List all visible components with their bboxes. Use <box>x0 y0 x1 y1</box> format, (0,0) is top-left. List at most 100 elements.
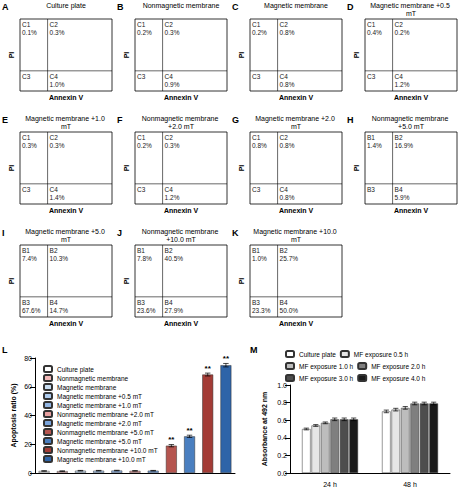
svg-text:0.0: 0.0 <box>277 470 287 477</box>
svg-text:5.9%: 5.9% <box>395 194 410 201</box>
svg-text:B3: B3 <box>252 299 260 306</box>
svg-text:Annexin V: Annexin V <box>49 207 84 214</box>
svg-text:0.2%: 0.2% <box>252 29 267 36</box>
svg-text:MF exposure 3.0 h: MF exposure 3.0 h <box>299 375 354 383</box>
svg-text:Magnetic membrane: Magnetic membrane <box>57 384 117 392</box>
svg-text:0.6: 0.6 <box>277 417 287 424</box>
svg-text:1.2%: 1.2% <box>395 81 410 88</box>
svg-text:B4: B4 <box>395 186 403 193</box>
svg-text:F: F <box>117 115 123 125</box>
svg-text:B1: B1 <box>137 247 145 254</box>
svg-text:mT: mT <box>291 123 302 130</box>
svg-text:0.1%: 0.1% <box>22 29 37 36</box>
svg-text:PI: PI <box>238 278 245 285</box>
svg-text:C3: C3 <box>22 186 31 193</box>
svg-text:Nonmagnetic membrane +5.0 mT: Nonmagnetic membrane +5.0 mT <box>57 429 154 437</box>
svg-text:B3: B3 <box>137 299 145 306</box>
svg-text:B1: B1 <box>367 134 375 141</box>
svg-text:PI: PI <box>353 165 360 172</box>
svg-text:Annexin V: Annexin V <box>279 207 314 214</box>
svg-text:**: ** <box>205 364 212 373</box>
svg-text:0.2%: 0.2% <box>137 29 152 36</box>
svg-text:Annexin V: Annexin V <box>164 207 199 214</box>
svg-text:Magnetic membrane +1.0: Magnetic membrane +1.0 <box>25 115 107 123</box>
svg-text:Magnetic membrane +0.5: Magnetic membrane +0.5 <box>370 2 452 10</box>
svg-text:0.8%: 0.8% <box>280 194 295 201</box>
svg-text:Annexin V: Annexin V <box>164 320 199 327</box>
svg-text:0.8%: 0.8% <box>252 142 267 149</box>
svg-text:1.4%: 1.4% <box>367 142 382 149</box>
svg-text:20: 20 <box>24 441 32 448</box>
svg-text:Annexin V: Annexin V <box>49 320 84 327</box>
svg-text:0.3%: 0.3% <box>165 142 180 149</box>
svg-text:I: I <box>2 228 5 238</box>
svg-text:0.8%: 0.8% <box>280 29 295 36</box>
svg-text:G: G <box>232 115 239 125</box>
svg-text:C3: C3 <box>252 186 261 193</box>
svg-text:Nonmagnetic membrane: Nonmagnetic membrane <box>143 2 220 10</box>
svg-text:0.3%: 0.3% <box>50 142 65 149</box>
svg-text:MF exposure 1.0 h: MF exposure 1.0 h <box>299 363 354 371</box>
svg-text:Magnetic membrane +10.0: Magnetic membrane +10.0 <box>253 228 338 236</box>
svg-text:B1: B1 <box>22 247 30 254</box>
svg-text:C3: C3 <box>137 186 146 193</box>
svg-text:K: K <box>232 228 239 238</box>
svg-text:B: B <box>117 2 124 12</box>
svg-text:PI: PI <box>8 165 15 172</box>
svg-text:Magnetic membrane +2.0: Magnetic membrane +2.0 <box>255 115 337 123</box>
svg-text:C2: C2 <box>50 134 59 141</box>
svg-text:Culture plate: Culture plate <box>46 2 86 10</box>
svg-text:50.0%: 50.0% <box>280 307 299 314</box>
svg-text:A: A <box>2 2 9 12</box>
svg-text:C2: C2 <box>165 21 174 28</box>
svg-text:60: 60 <box>24 383 32 390</box>
svg-text:Magnetic membrane +2.0 mT: Magnetic membrane +2.0 mT <box>57 420 142 428</box>
svg-text:Apoptosis ratio (%): Apoptosis ratio (%) <box>10 383 18 447</box>
svg-text:7.8%: 7.8% <box>137 255 152 262</box>
svg-text:C2: C2 <box>165 134 174 141</box>
svg-text:Culture plate: Culture plate <box>299 351 336 359</box>
svg-text:+2.0 mT: +2.0 mT <box>168 123 195 130</box>
svg-text:Annexin V: Annexin V <box>394 207 429 214</box>
svg-text:+5.0 mT: +5.0 mT <box>398 123 425 130</box>
svg-text:PI: PI <box>238 52 245 59</box>
svg-text:1.0: 1.0 <box>277 382 287 389</box>
svg-text:23.6%: 23.6% <box>137 307 156 314</box>
svg-text:0.4%: 0.4% <box>367 29 382 36</box>
svg-text:PI: PI <box>8 278 15 285</box>
svg-text:1.0%: 1.0% <box>50 81 65 88</box>
svg-text:Annexin V: Annexin V <box>279 94 314 101</box>
svg-text:C2: C2 <box>280 134 289 141</box>
svg-text:B2: B2 <box>395 134 403 141</box>
svg-text:Annexin V: Annexin V <box>394 94 429 101</box>
svg-text:C1: C1 <box>22 21 31 28</box>
svg-text:Magnetic membrane +5.0: Magnetic membrane +5.0 <box>25 228 107 236</box>
svg-text:7.4%: 7.4% <box>22 255 37 262</box>
svg-text:C3: C3 <box>252 73 261 80</box>
svg-text:C2: C2 <box>50 21 59 28</box>
svg-text:0.3%: 0.3% <box>50 29 65 36</box>
svg-text:B1: B1 <box>252 247 260 254</box>
svg-text:0.8%: 0.8% <box>280 81 295 88</box>
svg-text:C1: C1 <box>137 134 146 141</box>
svg-text:0.9%: 0.9% <box>165 81 180 88</box>
svg-text:Magnetic membrane +5.0 mT: Magnetic membrane +5.0 mT <box>57 438 142 446</box>
svg-text:Nonmagnetic membrane: Nonmagnetic membrane <box>142 228 221 236</box>
svg-text:B2: B2 <box>50 247 58 254</box>
svg-text:PI: PI <box>123 165 130 172</box>
svg-text:Magnetic membrane +1.0 mT: Magnetic membrane +1.0 mT <box>57 402 142 410</box>
svg-text:0.3%: 0.3% <box>22 142 37 149</box>
svg-text:C4: C4 <box>165 186 174 193</box>
svg-text:B4: B4 <box>165 299 173 306</box>
svg-text:1.2%: 1.2% <box>165 194 180 201</box>
svg-text:Annexin V: Annexin V <box>164 94 199 101</box>
svg-text:Nonmagnetic membrane +2.0 mT: Nonmagnetic membrane +2.0 mT <box>57 411 154 419</box>
svg-text:C3: C3 <box>22 73 31 80</box>
svg-text:40: 40 <box>24 412 32 419</box>
svg-text:0.2%: 0.2% <box>137 142 152 149</box>
svg-text:0.2: 0.2 <box>277 452 287 459</box>
svg-text:PI: PI <box>238 165 245 172</box>
svg-text:27.9%: 27.9% <box>165 307 184 314</box>
svg-text:Magnetic membrane +10.0 mT: Magnetic membrane +10.0 mT <box>57 456 146 464</box>
svg-text:D: D <box>347 2 354 12</box>
